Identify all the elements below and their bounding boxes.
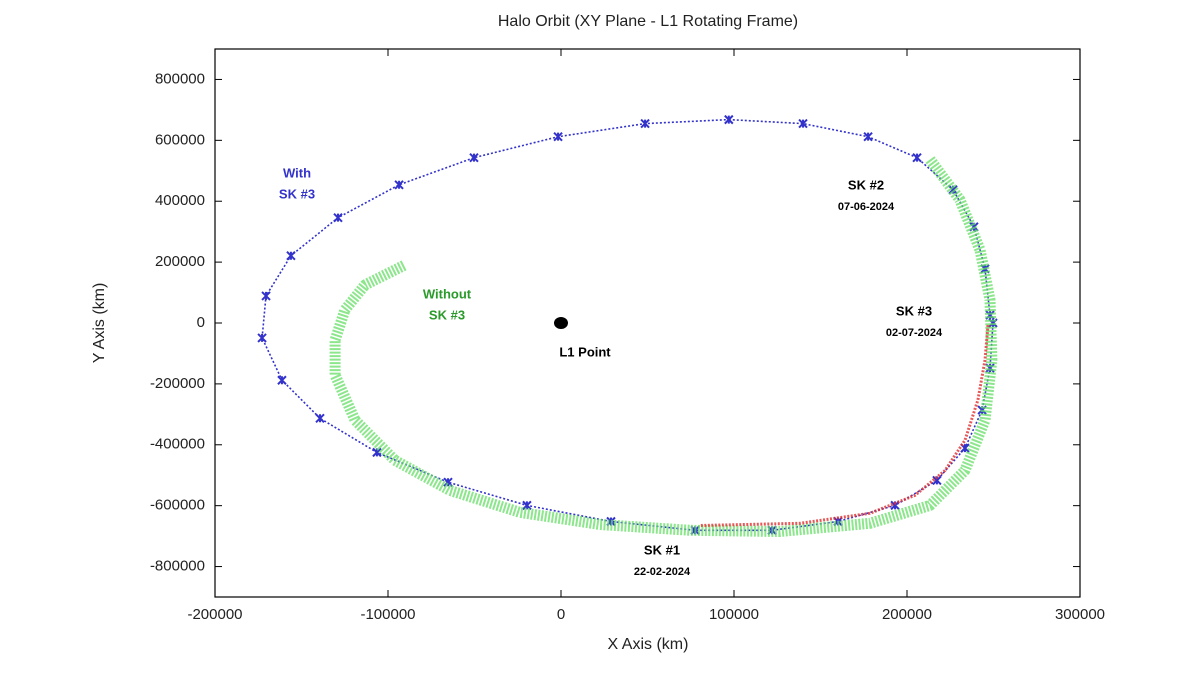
annotation: SK #3 — [279, 186, 315, 201]
y-tick-label: 600000 — [155, 131, 205, 148]
annotation: SK #2 — [848, 177, 884, 192]
marker — [798, 118, 808, 129]
y-axis-label: Y Axis (km) — [91, 283, 108, 364]
marker — [522, 500, 532, 511]
annotation: 02-07-2024 — [886, 327, 943, 339]
y-tick-label: 0 — [197, 314, 205, 331]
x-tick-label: 0 — [557, 606, 565, 623]
y-tick-label: -400000 — [150, 436, 205, 453]
point — [554, 317, 568, 329]
marker — [277, 375, 287, 385]
y-tick-label: 800000 — [155, 70, 205, 87]
marker — [315, 413, 325, 423]
x-tick-label: 200000 — [882, 606, 932, 623]
marker — [553, 131, 563, 142]
marker — [640, 118, 650, 129]
chart-title: Halo Orbit (XY Plane - L1 Rotating Frame… — [498, 13, 798, 30]
y-tick-label: -600000 — [150, 497, 205, 514]
y-tick-label: -800000 — [150, 558, 205, 575]
marker — [469, 152, 479, 163]
y-tick-label: 200000 — [155, 253, 205, 270]
marker — [724, 114, 734, 125]
marker — [912, 152, 922, 163]
marker — [863, 131, 873, 142]
annotation: L1 Point — [559, 344, 611, 359]
marker — [286, 251, 296, 261]
annotation: Without — [423, 286, 472, 301]
marker — [261, 291, 271, 301]
x-axis-label: X Axis (km) — [608, 636, 689, 653]
annotation: SK #3 — [429, 307, 465, 322]
marker — [257, 333, 267, 343]
orbit-line — [699, 324, 990, 527]
annotation: SK #1 — [644, 542, 680, 557]
marker — [333, 212, 343, 223]
x-tick-label: -200000 — [187, 606, 242, 623]
x-tick-label: -100000 — [360, 606, 415, 623]
x-tick-label: 100000 — [709, 606, 759, 623]
annotation: SK #3 — [896, 303, 932, 318]
x-tick-label: 300000 — [1055, 606, 1105, 623]
marker — [394, 180, 404, 190]
y-tick-label: -200000 — [150, 375, 205, 392]
annotation: 07-06-2024 — [838, 201, 895, 213]
annotation: With — [283, 165, 311, 180]
y-tick-label: 400000 — [155, 192, 205, 209]
annotation: 22-02-2024 — [634, 566, 691, 578]
orbit-line — [329, 156, 998, 537]
